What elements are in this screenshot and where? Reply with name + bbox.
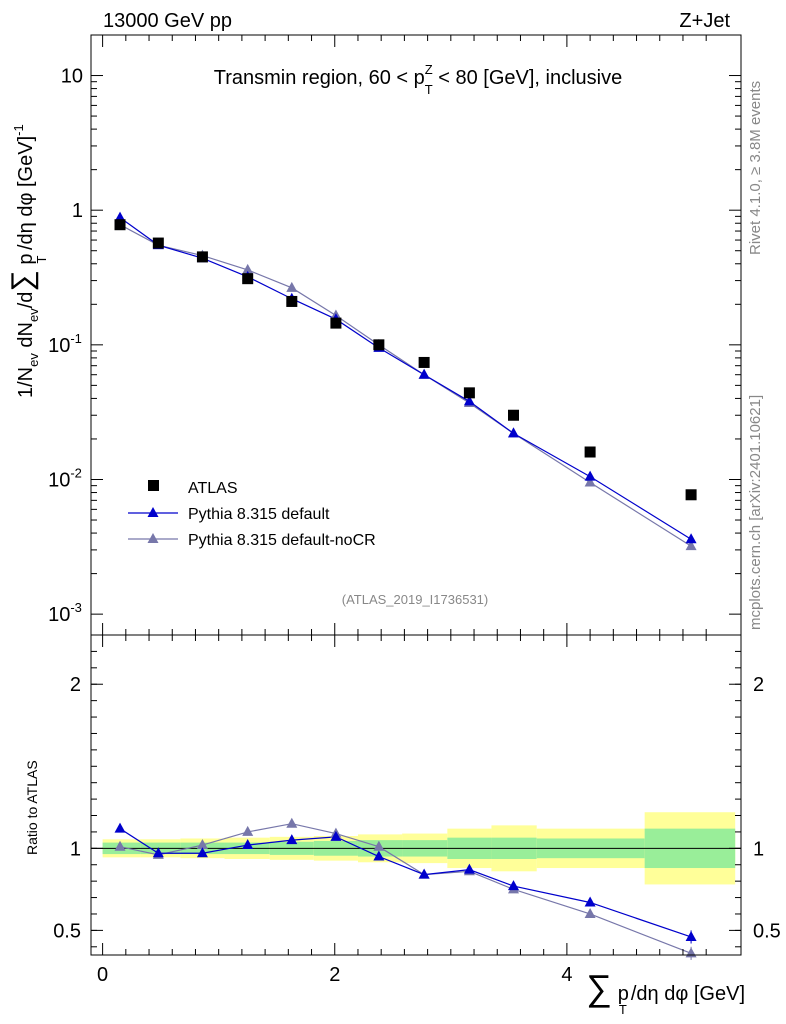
legend-marker-default (147, 507, 159, 517)
noCR-point (685, 540, 697, 551)
default-point (463, 395, 475, 406)
atlas-point (114, 219, 126, 231)
ratio-y-tick-label-right: 2 (753, 674, 764, 696)
mcplots-label: mcplots.cern.ch [arXiv:2401.10621] (747, 395, 764, 630)
ratio-default-point (196, 847, 208, 858)
ratio-y-tick-label: 0.5 (53, 920, 81, 942)
ratio-default-line (119, 828, 692, 938)
ratio-default-point (114, 822, 126, 833)
ratio-default-point (286, 834, 298, 845)
default-point (685, 533, 697, 544)
y-axis-label: 1/Nev dNev/d∑ pT /dη dφ [GeV]-1 (6, 124, 49, 398)
chart-title: Transmin region, 60 < pZ T < 80 [GeV], in… (214, 62, 623, 97)
x-tick-label: 0 (97, 964, 108, 986)
ratio-y-tick-label: 1 (70, 838, 81, 860)
ratio-default-point (242, 839, 254, 850)
ratio-default-point (584, 896, 596, 907)
atlas-point (463, 387, 475, 399)
ratio-noCR-point (242, 825, 254, 836)
noCR-line (119, 224, 692, 547)
atlas-point (242, 273, 254, 285)
atlas-point (196, 251, 208, 263)
ratio-default-point (152, 847, 164, 858)
process-label: Z+Jet (679, 10, 730, 32)
y-tick-label: 10-3 (48, 600, 82, 626)
atlas-point (685, 489, 697, 501)
main-panel: 10-3 10-2 10-1 1 10 Transmin region, 60 < pZ… (6, 34, 742, 636)
legend-marker-nocr (147, 533, 159, 543)
atlas-point (508, 409, 519, 421)
ratio-default-point (685, 930, 697, 941)
ratio-noCR-line (119, 823, 692, 954)
x-tick-label: 4 (561, 964, 572, 986)
analysis-id: (ATLAS_2019_I1736531) (342, 592, 488, 607)
default-point (418, 368, 430, 379)
default-line (119, 217, 692, 540)
legend-label-default: Pythia 8.315 default (188, 506, 330, 523)
noCR-point (584, 476, 596, 487)
y-tick-label: 10 (61, 66, 83, 88)
default-point (584, 470, 596, 481)
default-point (114, 211, 126, 222)
legend-label-nocr: Pythia 8.315 default-noCR (188, 532, 376, 549)
legend: ATLAS Pythia 8.315 default Pythia 8.315 … (128, 480, 376, 549)
ratio-noCR-point (584, 907, 596, 918)
atlas-point (418, 356, 430, 368)
energy-label: 13000 GeV pp (103, 10, 232, 32)
y-tick-label: 10-2 (48, 465, 82, 491)
rivet-label: Rivet 4.1.0, ≥ 3.8M events (747, 81, 764, 255)
atlas-point (286, 295, 298, 307)
ratio-y-tick-label: 2 (70, 674, 81, 696)
noCR-point (286, 281, 298, 292)
ratio-default-point (418, 868, 430, 879)
ratio-default-point (373, 850, 385, 861)
ratio-noCR-point (286, 817, 298, 828)
legend-label-atlas: ATLAS (188, 480, 238, 497)
ratio-noCR-point (373, 840, 385, 851)
ratio-noCR-point (196, 839, 208, 850)
default-point (508, 427, 519, 438)
atlas-point (330, 317, 342, 329)
y-tick-label: 10-1 (48, 331, 82, 357)
ratio-panel-frame (90, 634, 742, 956)
ratio-axis-label: Ratio to ATLAS (24, 760, 40, 855)
ratio-default-point (463, 863, 475, 874)
legend-marker-atlas (148, 480, 159, 491)
ratio-y-tick-label-right: 0.5 (753, 920, 781, 942)
noCR-point (242, 263, 254, 274)
x-tick-label: 2 (329, 964, 340, 986)
atlas-point (584, 446, 596, 458)
ratio-noCR-point (114, 840, 126, 851)
ratio-default-point (330, 830, 342, 841)
ratio-y-tick-label-right: 1 (753, 838, 764, 860)
atlas-point (373, 339, 385, 351)
ratio-default-point (508, 880, 519, 891)
y-tick-label: 1 (72, 200, 83, 222)
atlas-point (152, 237, 164, 249)
x-axis-label: ∑ p T/dη dφ [GeV] (586, 967, 745, 1017)
ratio-panel: 0.5 0.5 1 1 2 2 0 2 4 Ratio to ATLAS ∑ p T/dη dφ [… (24, 634, 781, 1017)
